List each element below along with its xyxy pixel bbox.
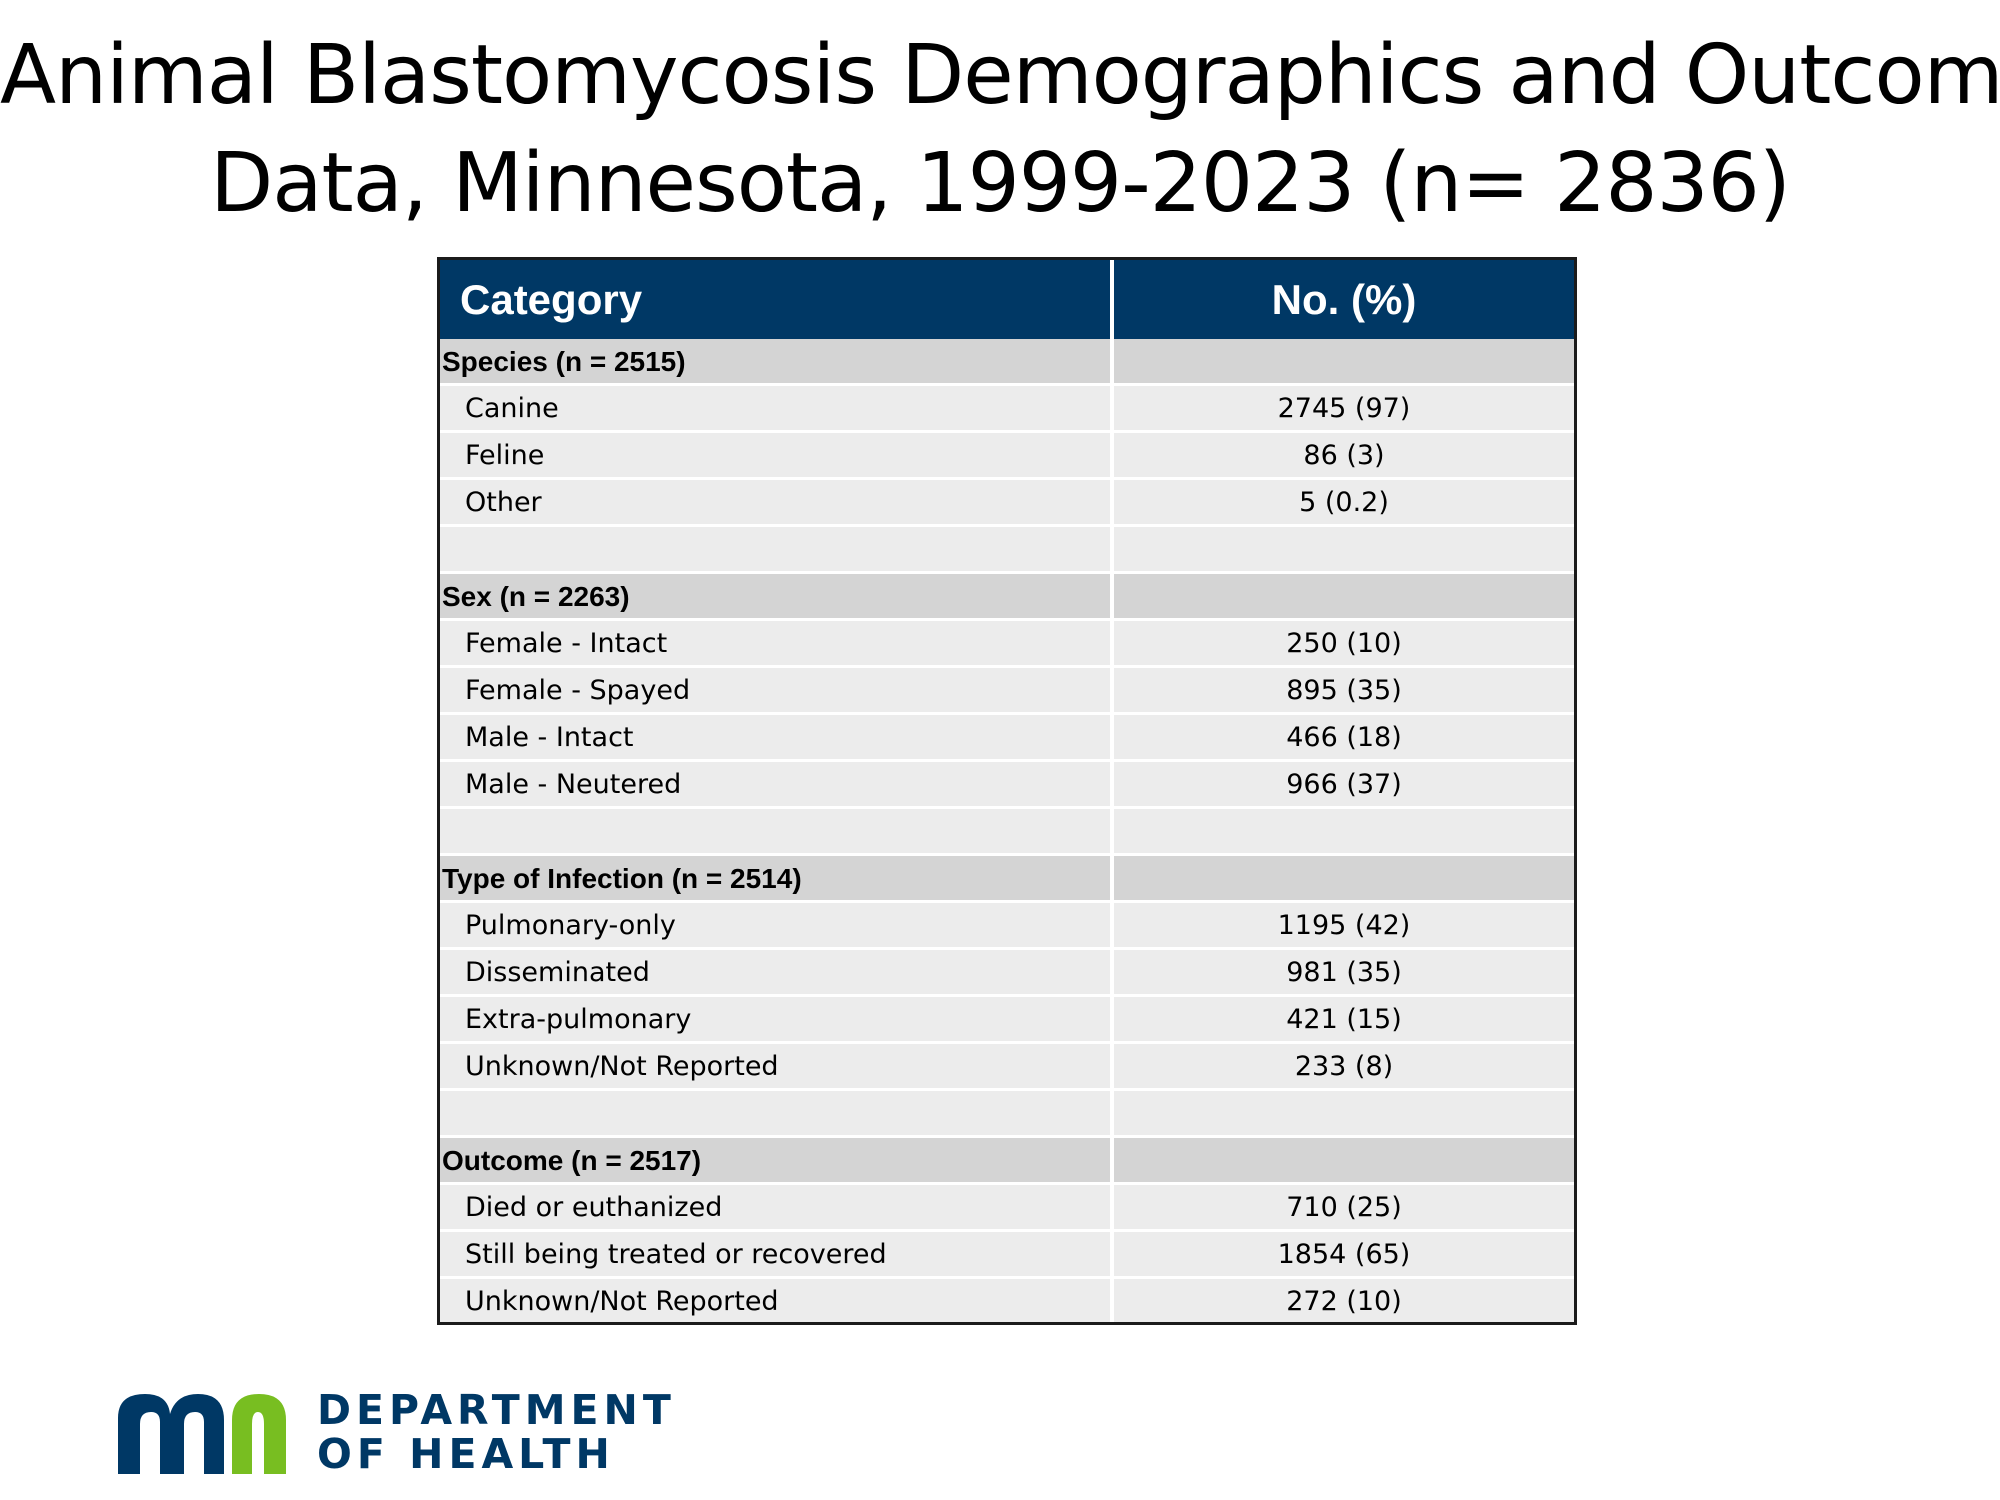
row-value: 466 (18)	[1114, 715, 1574, 762]
row-value: 272 (10)	[1114, 1279, 1574, 1322]
table-row: Feline 86 (3)	[440, 433, 1574, 480]
header-divider	[1110, 260, 1114, 339]
table-row: Male - Neutered 966 (37)	[440, 762, 1574, 809]
row-label: Unknown/Not Reported	[440, 1279, 1110, 1322]
mn-logo-icon	[118, 1394, 286, 1474]
table-row: Unknown/Not Reported 272 (10)	[440, 1279, 1574, 1322]
table-row: Pulmonary-only 1195 (42)	[440, 903, 1574, 950]
section-label: Sex (n = 2263)	[440, 574, 1110, 621]
row-label: Extra-pulmonary	[440, 997, 1110, 1044]
row-value: 710 (25)	[1114, 1185, 1574, 1232]
row-value: 421 (15)	[1114, 997, 1574, 1044]
section-row: Outcome (n = 2517)	[440, 1138, 1574, 1185]
spacer-row	[440, 527, 1574, 574]
table-row: Still being treated or recovered 1854 (65…	[440, 1232, 1574, 1279]
row-value: 1854 (65)	[1114, 1232, 1574, 1279]
row-label: Male - Intact	[440, 715, 1110, 762]
row-value: 233 (8)	[1114, 1044, 1574, 1091]
row-label: Still being treated or recovered	[440, 1232, 1110, 1279]
section-label: Outcome (n = 2517)	[440, 1138, 1110, 1185]
mdh-logo: DEPARTMENT OF HEALTH	[112, 1388, 671, 1478]
row-label: Disseminated	[440, 950, 1110, 997]
row-label	[440, 809, 1110, 856]
table-row: Canine 2745 (97)	[440, 386, 1574, 433]
section-label: Type of Infection (n = 2514)	[440, 856, 1110, 903]
demographics-table: Category No. (%) Species (n = 2515) Canin…	[437, 257, 1577, 1325]
row-value	[1114, 1138, 1574, 1185]
row-value	[1114, 809, 1574, 856]
row-value: 2745 (97)	[1114, 386, 1574, 433]
section-row: Species (n = 2515)	[440, 339, 1574, 386]
table-row: Extra-pulmonary 421 (15)	[440, 997, 1574, 1044]
column-header-category: Category	[460, 276, 643, 323]
page-title: Animal Blastomycosis Demographics and Ou…	[0, 22, 2000, 238]
row-label: Canine	[440, 386, 1110, 433]
row-label	[440, 527, 1110, 574]
row-value: 1195 (42)	[1114, 903, 1574, 950]
row-value	[1114, 1091, 1574, 1138]
table-row: Female - Spayed 895 (35)	[440, 668, 1574, 715]
logo-line-1: DEPARTMENT	[317, 1386, 676, 1434]
row-value	[1114, 339, 1574, 386]
row-label	[440, 1091, 1110, 1138]
row-value: 966 (37)	[1114, 762, 1574, 809]
title-line-1: Animal Blastomycosis Demographics and Ou…	[0, 28, 2000, 123]
spacer-row	[440, 809, 1574, 856]
section-label: Species (n = 2515)	[440, 339, 1110, 386]
row-label: Male - Neutered	[440, 762, 1110, 809]
table-body: Species (n = 2515) Canine 2745 (97) Feline 8…	[440, 339, 1574, 1322]
row-label: Female - Spayed	[440, 668, 1110, 715]
logo-wordmark: DEPARTMENT OF HEALTH	[317, 1388, 676, 1476]
table-row: Unknown/Not Reported 233 (8)	[440, 1044, 1574, 1091]
column-header-count: No. (%)	[1271, 276, 1417, 323]
row-label: Feline	[440, 433, 1110, 480]
row-label: Unknown/Not Reported	[440, 1044, 1110, 1091]
table-row: Disseminated 981 (35)	[440, 950, 1574, 997]
logo-line-2: OF HEALTH	[317, 1430, 615, 1478]
title-line-2: Data, Minnesota, 1999-2023 (n= 2836)	[210, 136, 1791, 231]
section-row: Type of Infection (n = 2514)	[440, 856, 1574, 903]
row-value: 86 (3)	[1114, 433, 1574, 480]
table-row: Female - Intact 250 (10)	[440, 621, 1574, 668]
table-row: Other 5 (0.2)	[440, 480, 1574, 527]
row-value	[1114, 527, 1574, 574]
row-label: Other	[440, 480, 1110, 527]
row-value: 5 (0.2)	[1114, 480, 1574, 527]
row-value	[1114, 574, 1574, 621]
table-header: Category No. (%)	[440, 260, 1574, 339]
row-value	[1114, 856, 1574, 903]
row-value: 250 (10)	[1114, 621, 1574, 668]
row-value: 895 (35)	[1114, 668, 1574, 715]
row-value: 981 (35)	[1114, 950, 1574, 997]
spacer-row	[440, 1091, 1574, 1138]
row-label: Female - Intact	[440, 621, 1110, 668]
row-label: Died or euthanized	[440, 1185, 1110, 1232]
table-row: Died or euthanized 710 (25)	[440, 1185, 1574, 1232]
section-row: Sex (n = 2263)	[440, 574, 1574, 621]
row-label: Pulmonary-only	[440, 903, 1110, 950]
table-row: Male - Intact 466 (18)	[440, 715, 1574, 762]
